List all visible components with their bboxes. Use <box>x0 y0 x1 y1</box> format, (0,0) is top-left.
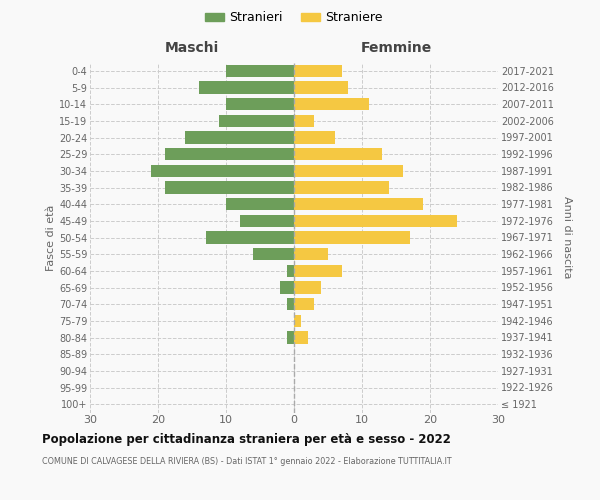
Bar <box>294 214 457 227</box>
Bar <box>206 231 294 244</box>
Bar <box>287 331 294 344</box>
Bar <box>294 264 341 277</box>
Legend: Stranieri, Straniere: Stranieri, Straniere <box>200 6 388 29</box>
Y-axis label: Anni di nascita: Anni di nascita <box>562 196 572 278</box>
Bar <box>165 181 294 194</box>
Bar <box>294 148 382 160</box>
Bar <box>226 198 294 210</box>
Bar <box>294 98 369 110</box>
Bar <box>199 81 294 94</box>
Bar <box>294 248 328 260</box>
Text: COMUNE DI CALVAGESE DELLA RIVIERA (BS) - Dati ISTAT 1° gennaio 2022 - Elaborazio: COMUNE DI CALVAGESE DELLA RIVIERA (BS) -… <box>42 458 452 466</box>
Bar <box>294 198 423 210</box>
Bar <box>294 298 314 310</box>
Bar <box>165 148 294 160</box>
Bar <box>226 64 294 77</box>
Bar <box>294 81 349 94</box>
Y-axis label: Fasce di età: Fasce di età <box>46 204 56 270</box>
Bar <box>294 114 314 127</box>
Bar <box>151 164 294 177</box>
Bar <box>294 314 301 327</box>
Bar <box>294 331 308 344</box>
Text: Maschi: Maschi <box>165 42 219 56</box>
Bar <box>294 64 341 77</box>
Text: Popolazione per cittadinanza straniera per età e sesso - 2022: Popolazione per cittadinanza straniera p… <box>42 432 451 446</box>
Bar <box>253 248 294 260</box>
Text: Femmine: Femmine <box>361 42 431 56</box>
Bar <box>226 98 294 110</box>
Bar <box>294 281 321 293</box>
Bar <box>219 114 294 127</box>
Bar <box>280 281 294 293</box>
Bar <box>294 164 403 177</box>
Bar <box>287 264 294 277</box>
Bar <box>294 181 389 194</box>
Bar <box>294 231 410 244</box>
Bar <box>185 131 294 144</box>
Bar <box>287 298 294 310</box>
Bar <box>294 131 335 144</box>
Bar <box>239 214 294 227</box>
